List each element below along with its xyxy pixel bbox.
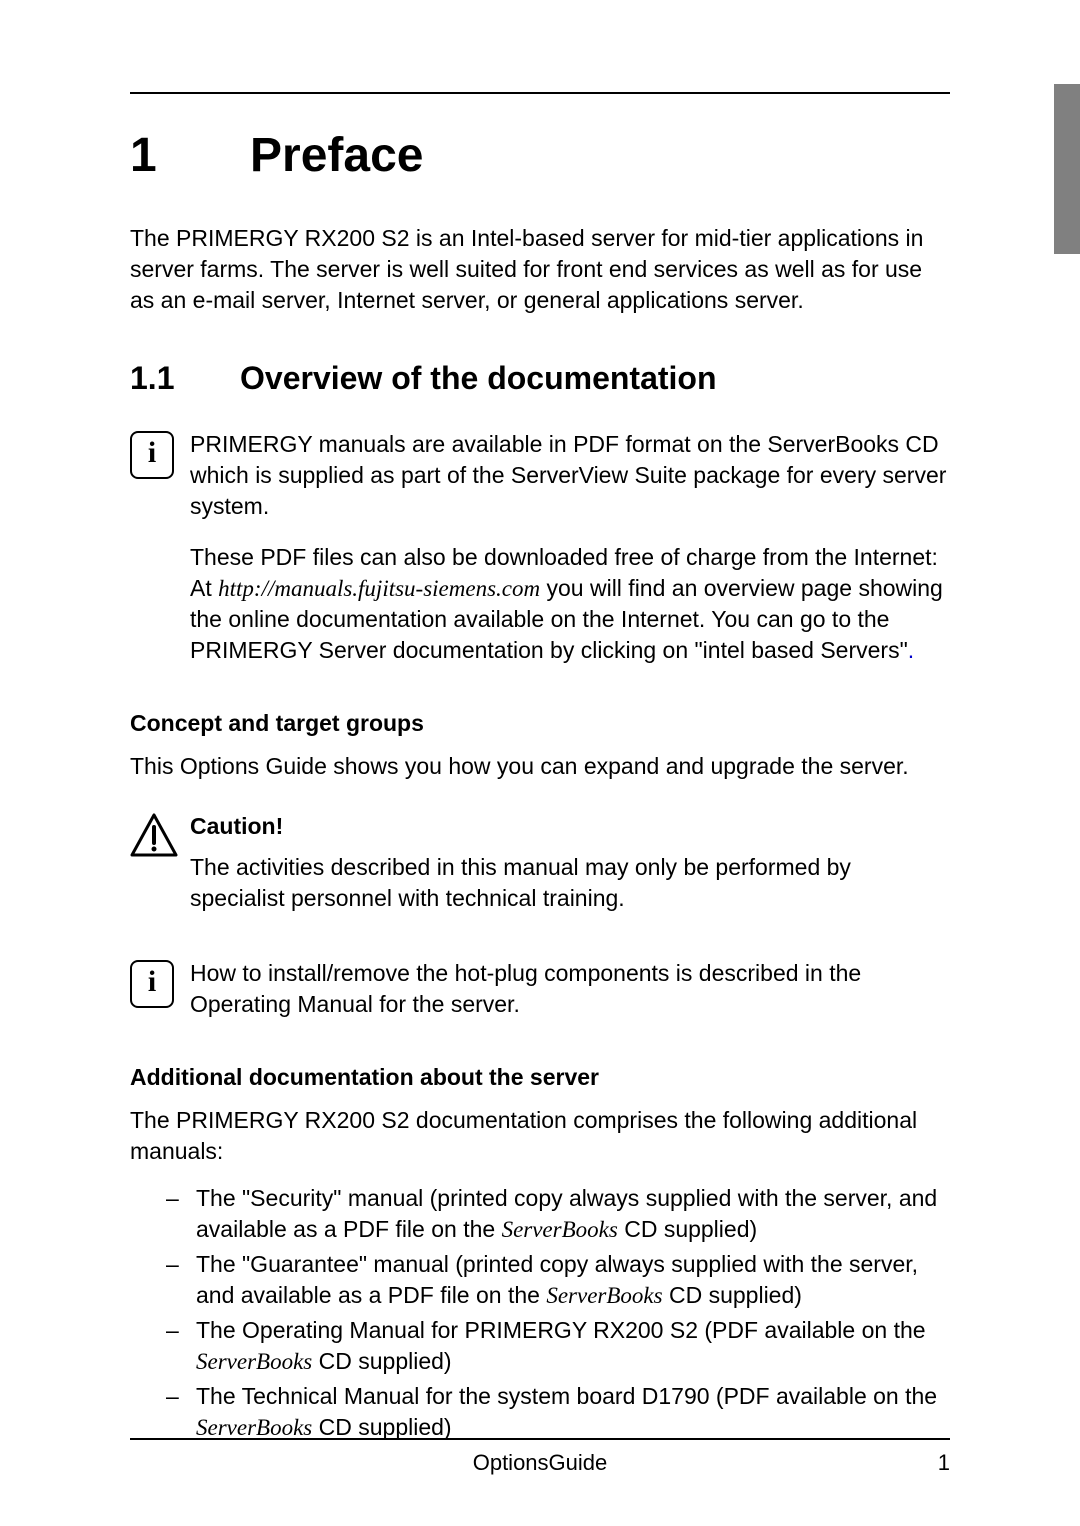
li-italic: ServerBooks xyxy=(196,1349,312,1374)
footer-row: OptionsGuide 1 xyxy=(130,1450,950,1476)
info-note-p1: PRIMERGY manuals are available in PDF fo… xyxy=(190,429,950,522)
page-footer: OptionsGuide 1 xyxy=(130,1438,950,1476)
section-title: Overview of the documentation xyxy=(240,360,717,396)
chapter-title: Preface xyxy=(250,129,423,182)
info-note-text: PRIMERGY manuals are available in PDF fo… xyxy=(190,429,950,686)
chapter-heading: 1Preface xyxy=(130,128,950,183)
chapter-number: 1 xyxy=(130,128,250,183)
concept-paragraph: This Options Guide shows you how you can… xyxy=(130,751,950,782)
li-pre: The Technical Manual for the system boar… xyxy=(196,1383,937,1409)
list-item: The "Guarantee" manual (printed copy alw… xyxy=(166,1249,950,1311)
manuals-list: The "Security" manual (printed copy alwa… xyxy=(130,1183,950,1443)
list-item: The Operating Manual for PRIMERGY RX200 … xyxy=(166,1315,950,1377)
list-item: The "Security" manual (printed copy alwa… xyxy=(166,1183,950,1245)
info-icon: i xyxy=(130,960,174,1008)
li-post: CD supplied) xyxy=(312,1414,451,1440)
info-icon2-col: i xyxy=(130,958,190,1008)
additional-intro: The PRIMERGY RX200 S2 documentation comp… xyxy=(130,1105,950,1167)
info-icon-col: i xyxy=(130,429,190,479)
li-italic: ServerBooks xyxy=(546,1283,662,1308)
li-pre: The Operating Manual for PRIMERGY RX200 … xyxy=(196,1317,926,1343)
intro-paragraph: The PRIMERGY RX200 S2 is an Intel-based … xyxy=(130,223,950,316)
footer-right: 1 xyxy=(677,1450,950,1476)
top-rule xyxy=(130,92,950,94)
footer-left xyxy=(130,1450,403,1476)
section-number: 1.1 xyxy=(130,360,240,397)
page-content: 1Preface The PRIMERGY RX200 S2 is an Int… xyxy=(0,0,1080,1497)
caution-text: Caution! The activities described in thi… xyxy=(190,811,950,934)
info-note-block: i PRIMERGY manuals are available in PDF … xyxy=(130,429,950,686)
caution-title: Caution! xyxy=(190,811,950,842)
li-post: CD supplied) xyxy=(618,1216,757,1242)
section-heading: 1.1Overview of the documentation xyxy=(130,360,950,397)
concept-subhead: Concept and target groups xyxy=(130,710,950,737)
info-note-p2: These PDF files can also be downloaded f… xyxy=(190,542,950,666)
li-post: CD supplied) xyxy=(312,1348,451,1374)
caution-icon-col xyxy=(130,811,190,862)
additional-subhead: Additional documentation about the serve… xyxy=(130,1064,950,1091)
caution-block: Caution! The activities described in thi… xyxy=(130,811,950,934)
info-note-url: http://manuals.fujitsu-siemens.com xyxy=(218,576,540,601)
caution-body: The activities described in this manual … xyxy=(190,852,950,914)
bottom-rule xyxy=(130,1438,950,1440)
info-note2-body: How to install/remove the hot-plug compo… xyxy=(190,958,950,1020)
info-note2-text: How to install/remove the hot-plug compo… xyxy=(190,958,950,1040)
info-note2-block: i How to install/remove the hot-plug com… xyxy=(130,958,950,1040)
li-italic: ServerBooks xyxy=(502,1217,618,1242)
list-item: The Technical Manual for the system boar… xyxy=(166,1381,950,1443)
trailing-dot: . xyxy=(908,637,914,663)
info-icon: i xyxy=(130,431,174,479)
footer-center: OptionsGuide xyxy=(403,1450,676,1476)
li-post: CD supplied) xyxy=(663,1282,802,1308)
caution-icon xyxy=(130,813,178,857)
li-italic: ServerBooks xyxy=(196,1415,312,1440)
